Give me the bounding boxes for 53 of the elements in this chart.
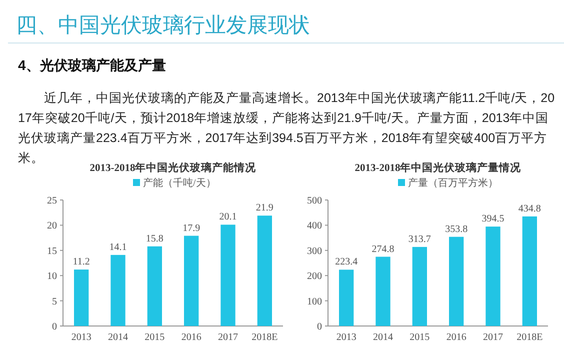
x-tick-label: 2013 xyxy=(71,332,92,343)
y-tick-label: 5 xyxy=(52,296,57,308)
bar xyxy=(147,246,162,326)
x-tick-label: 2015 xyxy=(144,332,165,343)
x-tick-label: 2016 xyxy=(181,332,202,343)
data-label: 15.8 xyxy=(146,233,164,244)
data-label: 11.2 xyxy=(72,256,90,268)
x-tick-label: 2018E xyxy=(252,332,278,343)
bar xyxy=(449,236,464,326)
data-label: 313.7 xyxy=(408,234,431,245)
bar xyxy=(376,256,390,326)
legend-label: 产量（百万平方米） xyxy=(408,177,498,189)
x-tick-label: 2013 xyxy=(336,332,356,343)
y-tick-label: 15 xyxy=(47,246,57,257)
text: 四、中国光伏玻璃行业发展现状 xyxy=(16,14,310,37)
y-tick-label: 0 xyxy=(52,322,57,332)
y-tick-label: 200 xyxy=(307,271,322,282)
x-tick-label: 2018E xyxy=(516,332,543,343)
data-label: 434.8 xyxy=(518,203,541,214)
bar xyxy=(522,216,537,326)
x-tick-label: 2017 xyxy=(483,332,503,343)
x-tick-label: 2014 xyxy=(373,332,393,343)
bar xyxy=(74,270,89,326)
y-tick-label: 100 xyxy=(307,296,322,308)
data-label: 17.9 xyxy=(182,222,200,234)
bar xyxy=(184,236,199,326)
bar xyxy=(257,216,272,326)
x-tick-label: 2015 xyxy=(410,332,430,343)
bar xyxy=(220,224,236,326)
y-tick-label: 20 xyxy=(47,220,57,232)
x-tick-label: 2016 xyxy=(446,332,466,343)
data-label: 394.5 xyxy=(482,214,504,225)
data-label: 20.1 xyxy=(219,212,237,223)
x-tick-label: 2014 xyxy=(108,332,128,343)
bar xyxy=(110,254,126,326)
bar xyxy=(486,226,500,326)
y-tick-label: 10 xyxy=(47,271,57,282)
data-label: 14.1 xyxy=(109,242,127,253)
y-tick-label: 400 xyxy=(307,220,322,232)
data-label: 353.8 xyxy=(445,224,468,235)
y-tick-label: 25 xyxy=(47,196,57,206)
y-tick-label: 300 xyxy=(307,246,322,257)
data-label: 223.4 xyxy=(335,256,358,268)
text: 4、光伏玻璃产能及产量 xyxy=(18,57,166,73)
bar xyxy=(412,246,427,326)
legend-label: 产能（千吨/天） xyxy=(143,177,216,189)
data-label: 21.9 xyxy=(256,202,274,214)
y-tick-label: 0 xyxy=(317,322,322,332)
chart-title: 2013-2018年中国光伏玻璃产量情况 xyxy=(354,161,522,174)
bar xyxy=(339,270,354,326)
y-tick-label: 500 xyxy=(307,196,322,206)
x-tick-label: 2017 xyxy=(218,332,238,343)
data-label: 274.8 xyxy=(372,244,394,255)
